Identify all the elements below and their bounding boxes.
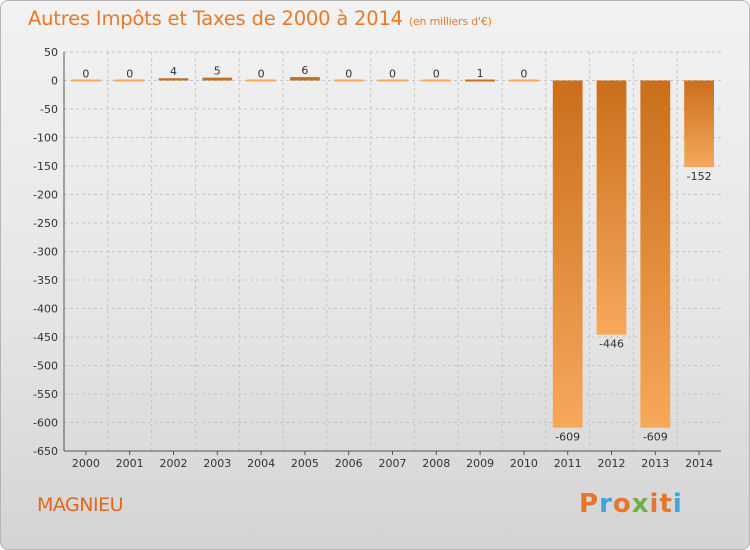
data-label: 0: [389, 68, 396, 81]
data-label: -152: [687, 170, 712, 183]
bar[interactable]: [71, 79, 101, 82]
x-tick-label: 2008: [422, 457, 450, 470]
x-tick-label: 2002: [160, 457, 188, 470]
bar[interactable]: [596, 80, 627, 335]
y-tick-label: -550: [33, 388, 58, 401]
data-label: 0: [433, 68, 440, 81]
data-label: 4: [170, 65, 177, 78]
y-tick-label: -350: [33, 274, 58, 287]
y-tick-label: -150: [33, 160, 58, 173]
data-label: 0: [520, 68, 527, 81]
logo-letter: t: [659, 489, 673, 519]
logo-letter: i: [649, 489, 660, 519]
bar[interactable]: [246, 79, 276, 82]
data-label: -446: [599, 338, 624, 351]
chart-title: Autres Impôts et Taxes de 2000 à 2014 (en…: [28, 7, 492, 30]
bar[interactable]: [552, 80, 583, 428]
bar[interactable]: [114, 79, 145, 82]
data-label: 0: [82, 68, 89, 81]
logo-letter: o: [612, 489, 632, 519]
bar[interactable]: [290, 77, 320, 81]
y-tick-label: -300: [33, 246, 58, 259]
bar[interactable]: [640, 80, 671, 428]
data-label: -609: [555, 431, 580, 444]
x-tick-label: 2014: [685, 457, 713, 470]
y-tick-label: -600: [33, 417, 58, 430]
logo-letter: x: [631, 489, 650, 519]
logo-letter: i: [672, 489, 683, 519]
chart-unit: (en milliers d'€): [408, 15, 492, 28]
bars: 0 0 4 5 0 6 0 0 0 1 0 -609 -446 -609 -152: [71, 64, 714, 444]
bar[interactable]: [684, 80, 714, 168]
data-label: 6: [301, 64, 308, 77]
y-tick-label: 0: [51, 75, 58, 88]
x-tick-label: 2000: [72, 457, 100, 470]
bar[interactable]: [202, 77, 233, 81]
y-tick-label: -50: [40, 103, 58, 116]
axes: 500-50-100-150-200-250-300-350-400-450-5…: [33, 46, 721, 470]
x-tick-label: 2007: [379, 457, 407, 470]
x-tick-label: 2013: [641, 457, 669, 470]
logo-letter: r: [599, 489, 613, 519]
data-label: 0: [126, 68, 133, 81]
y-tick-label: -650: [33, 445, 58, 458]
x-tick-label: 2009: [466, 457, 494, 470]
x-tick-label: 2010: [510, 457, 538, 470]
y-tick-label: -250: [33, 217, 58, 230]
data-label: -609: [643, 431, 668, 444]
y-tick-label: -450: [33, 331, 58, 344]
x-tick-label: 2011: [554, 457, 582, 470]
chart-title-text: Autres Impôts et Taxes de 2000 à 2014: [28, 7, 403, 30]
data-label: 5: [214, 65, 221, 78]
x-tick-label: 2001: [116, 457, 144, 470]
data-label: 1: [477, 67, 484, 80]
data-label: 0: [345, 68, 352, 81]
x-tick-label: 2012: [598, 457, 626, 470]
bar[interactable]: [333, 79, 364, 82]
x-tick-label: 2004: [247, 457, 275, 470]
y-tick-label: -100: [33, 132, 58, 145]
y-tick-label: 50: [44, 46, 58, 59]
bar[interactable]: [421, 79, 452, 82]
x-tick-label: 2006: [335, 457, 363, 470]
bar[interactable]: [509, 79, 539, 82]
y-tick-label: -500: [33, 360, 58, 373]
bar[interactable]: [465, 79, 495, 82]
data-label: 0: [258, 68, 265, 81]
x-tick-label: 2003: [203, 457, 231, 470]
bar[interactable]: [158, 78, 189, 81]
bar[interactable]: [377, 79, 408, 82]
town-name: MAGNIEU: [37, 494, 124, 516]
y-tick-label: -400: [33, 303, 58, 316]
logo-letter: P: [579, 489, 600, 519]
y-tick-label: -200: [33, 189, 58, 202]
x-tick-label: 2005: [291, 457, 319, 470]
proxiti-logo[interactable]: Proxiti: [579, 489, 683, 519]
